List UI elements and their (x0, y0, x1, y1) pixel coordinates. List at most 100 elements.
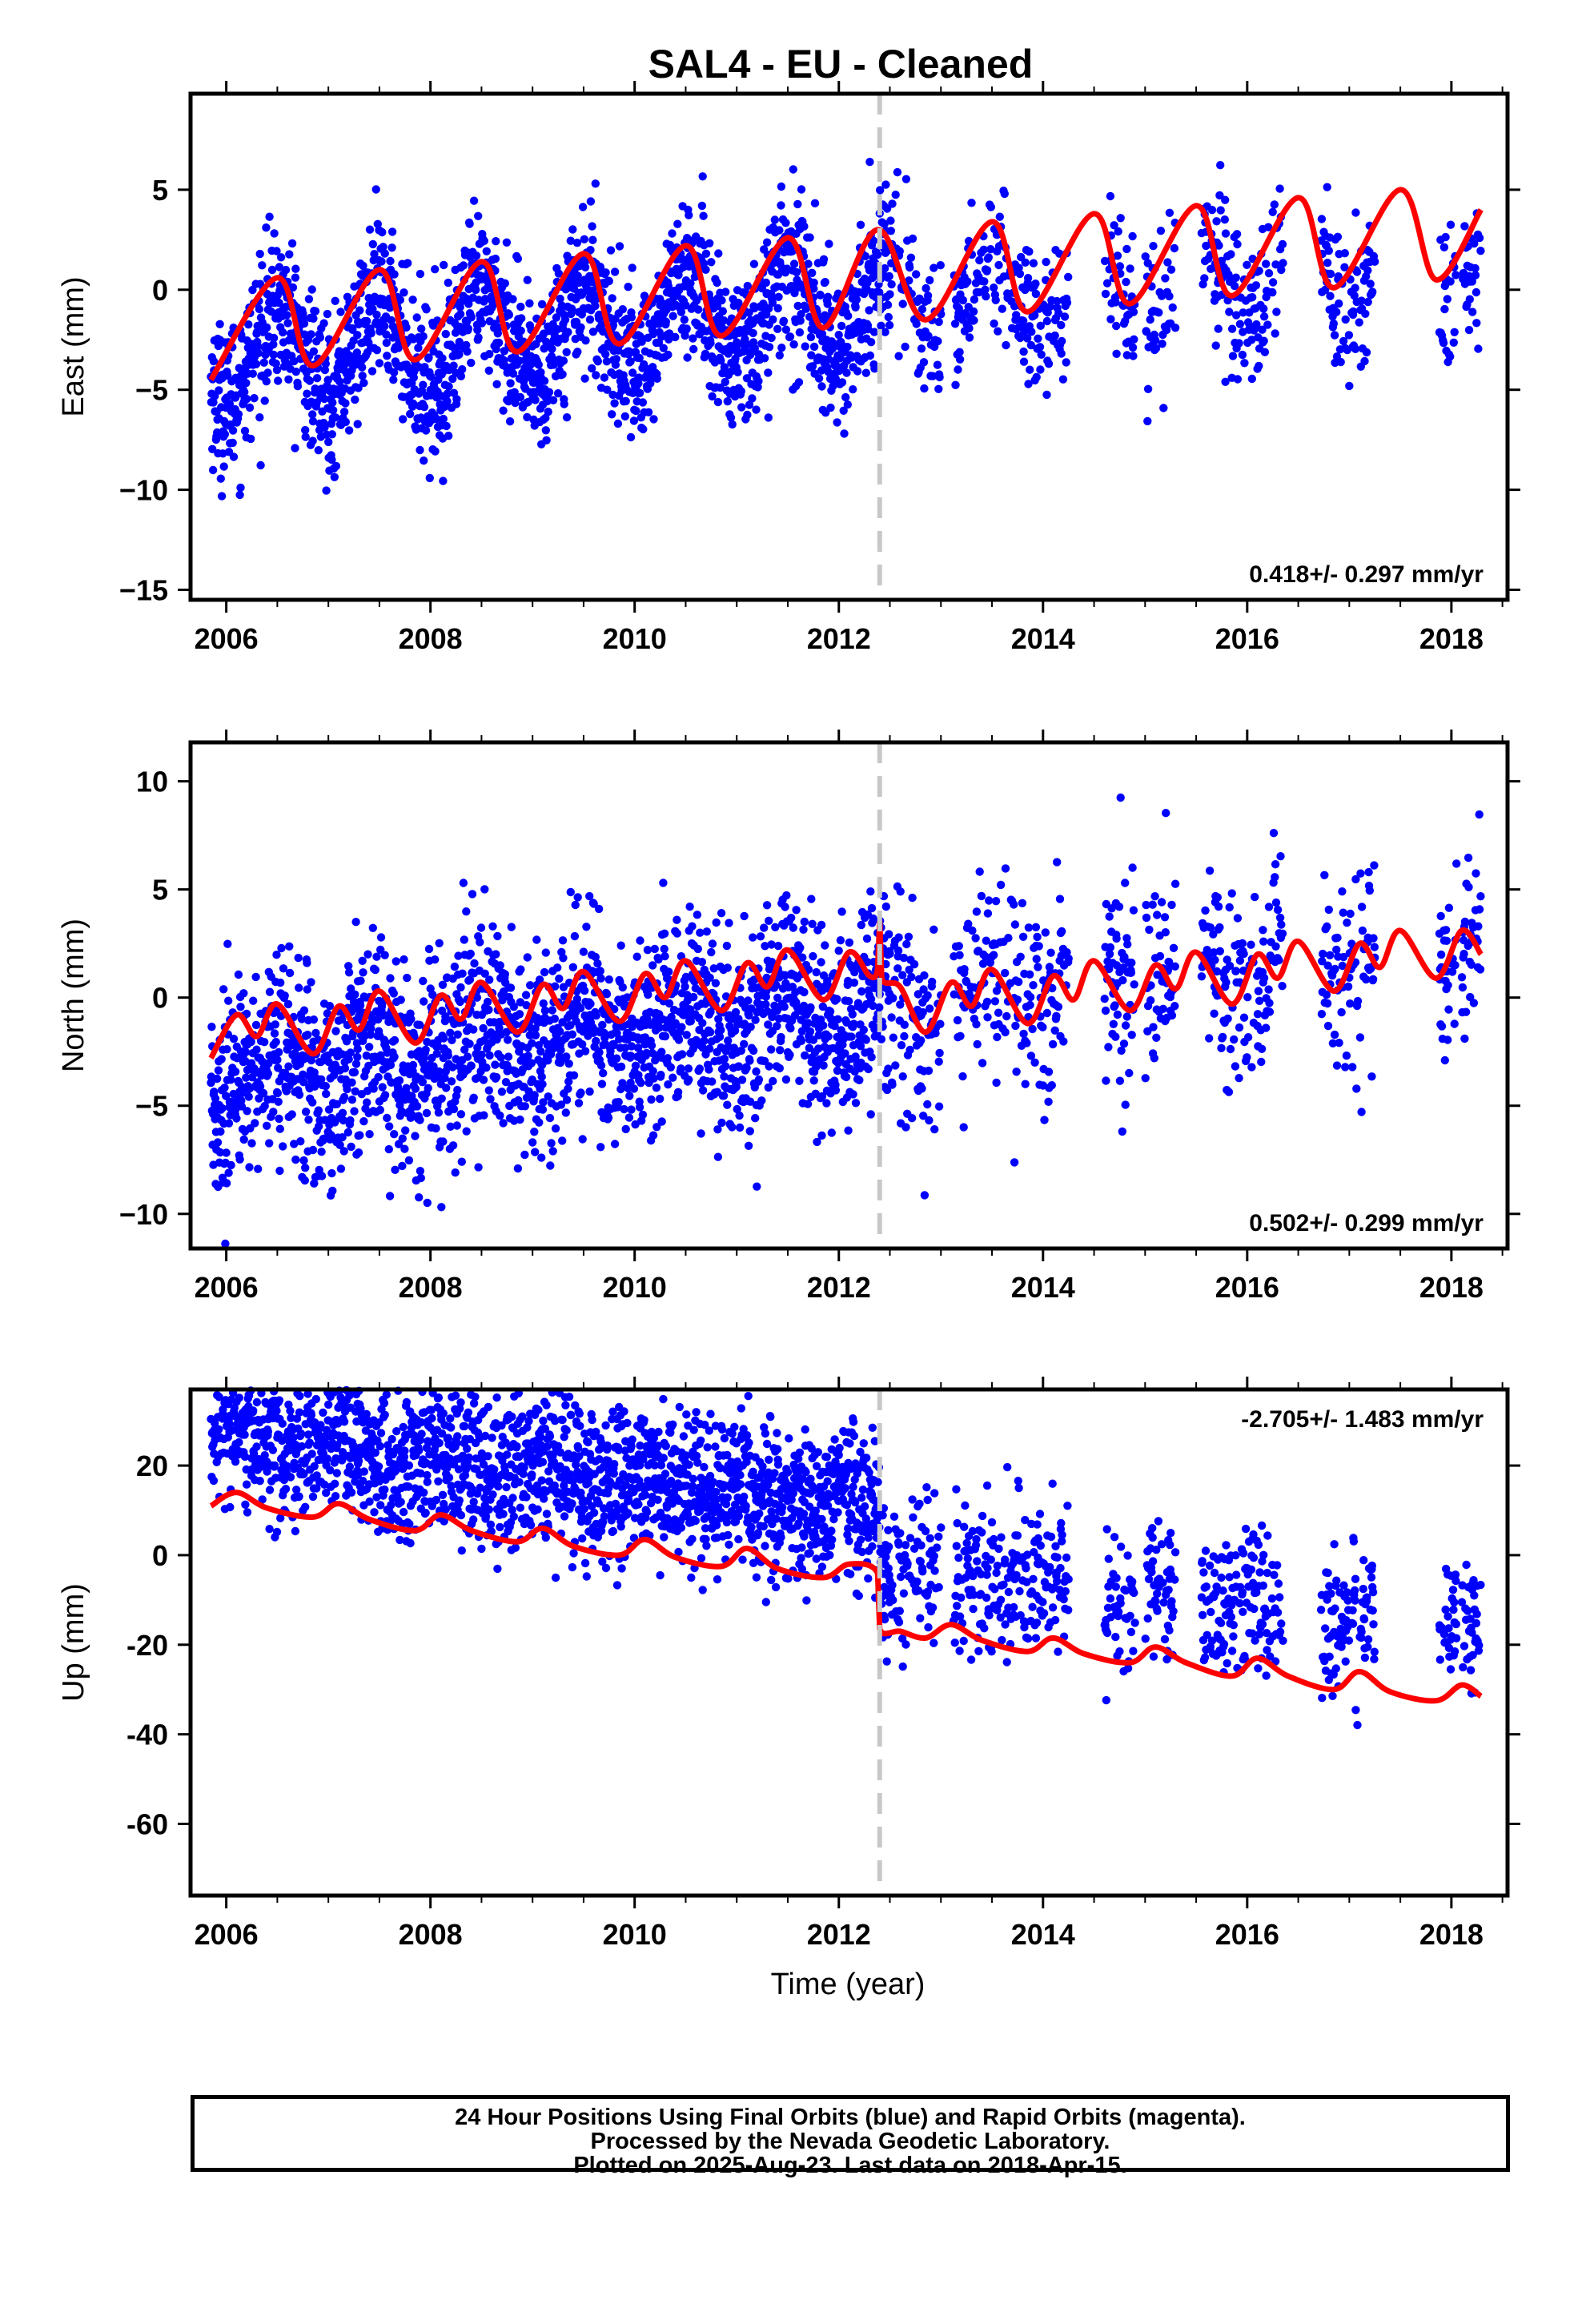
north-point (400, 1144, 409, 1153)
north-point (705, 1027, 715, 1037)
north-point (801, 1051, 809, 1060)
east-point (963, 277, 972, 286)
east-point (1102, 279, 1112, 287)
east-point (1352, 267, 1362, 276)
north-point (665, 967, 673, 976)
north-point (1026, 992, 1035, 1002)
north-point (866, 1110, 875, 1119)
east-point (809, 278, 818, 287)
east-point (287, 239, 297, 248)
east-point (1166, 265, 1176, 274)
figure-title: SAL4 - EU - Cleaned (648, 42, 1034, 86)
east-point (484, 366, 493, 375)
north-point (227, 1160, 235, 1170)
east-point (1271, 329, 1279, 338)
east-point (970, 295, 979, 304)
east-point (301, 425, 310, 435)
east-point (265, 212, 274, 221)
north-point (877, 1035, 886, 1043)
north-point (304, 1116, 313, 1124)
east-point (637, 337, 646, 346)
north-point (959, 1123, 968, 1132)
east-point (869, 328, 879, 336)
north-point (849, 978, 859, 987)
east-point (839, 406, 848, 415)
east-point (290, 356, 299, 366)
east-point (491, 254, 500, 263)
north-point (504, 1035, 512, 1044)
north-point (351, 918, 360, 927)
north-point (728, 1123, 737, 1132)
east-point (525, 299, 534, 308)
east-point (829, 381, 837, 391)
east-point (443, 389, 452, 398)
east-point (608, 390, 617, 400)
east-point (269, 350, 278, 360)
east-point (797, 185, 806, 194)
east-point (1042, 390, 1051, 400)
east-point (613, 419, 623, 428)
north-point (484, 1086, 493, 1095)
north-point (713, 1152, 723, 1161)
east-point (796, 316, 805, 325)
north-point (562, 1096, 572, 1104)
east-point (935, 372, 944, 382)
north-point (745, 1056, 754, 1065)
north-point (460, 1045, 469, 1054)
north-point (265, 987, 275, 996)
east-point (1163, 258, 1172, 267)
east-point (544, 388, 554, 396)
east-point (379, 243, 387, 251)
north-point (239, 1135, 248, 1144)
north-point (717, 1026, 725, 1035)
east-point (612, 355, 620, 364)
north-point (317, 1172, 327, 1180)
east-point (289, 336, 298, 345)
north-point (548, 1147, 557, 1156)
east-point (884, 312, 893, 322)
east-point (255, 249, 264, 259)
north-point (752, 1067, 761, 1076)
north-point (401, 1126, 410, 1135)
east-point (368, 239, 377, 249)
north-point (270, 1029, 279, 1038)
north-point (496, 961, 504, 970)
north-point (669, 1073, 677, 1082)
east-point (463, 347, 472, 356)
east-point (608, 320, 618, 330)
east-point (1235, 339, 1243, 348)
north-point (295, 1090, 304, 1100)
east-point (635, 353, 644, 363)
east-point (284, 375, 293, 384)
east-point (819, 255, 829, 263)
north-point (363, 950, 372, 959)
east-point (283, 311, 291, 320)
east-point (602, 357, 612, 366)
north-point (596, 1061, 606, 1070)
east-point (792, 267, 801, 277)
north-point (251, 972, 260, 982)
east-point (523, 412, 532, 422)
north-point (328, 1186, 337, 1196)
east-point (304, 295, 314, 304)
east-point (1058, 375, 1068, 384)
east-point (886, 216, 895, 225)
north-point (371, 965, 379, 975)
east-point (728, 420, 737, 429)
east-point (480, 236, 488, 245)
east-point (880, 263, 889, 273)
north-point (263, 1121, 271, 1131)
north-point (273, 1088, 282, 1098)
north-point (1002, 1011, 1011, 1021)
north-point (544, 1092, 552, 1101)
north-point (277, 943, 286, 953)
north-point (574, 1099, 584, 1108)
north-point (1044, 1097, 1053, 1107)
north-point (299, 1006, 309, 1015)
east-point (309, 347, 319, 356)
north-point (303, 985, 311, 994)
north-point (556, 1100, 566, 1109)
north-point (647, 1095, 656, 1104)
east-point (1361, 309, 1370, 318)
east-point (315, 333, 325, 342)
